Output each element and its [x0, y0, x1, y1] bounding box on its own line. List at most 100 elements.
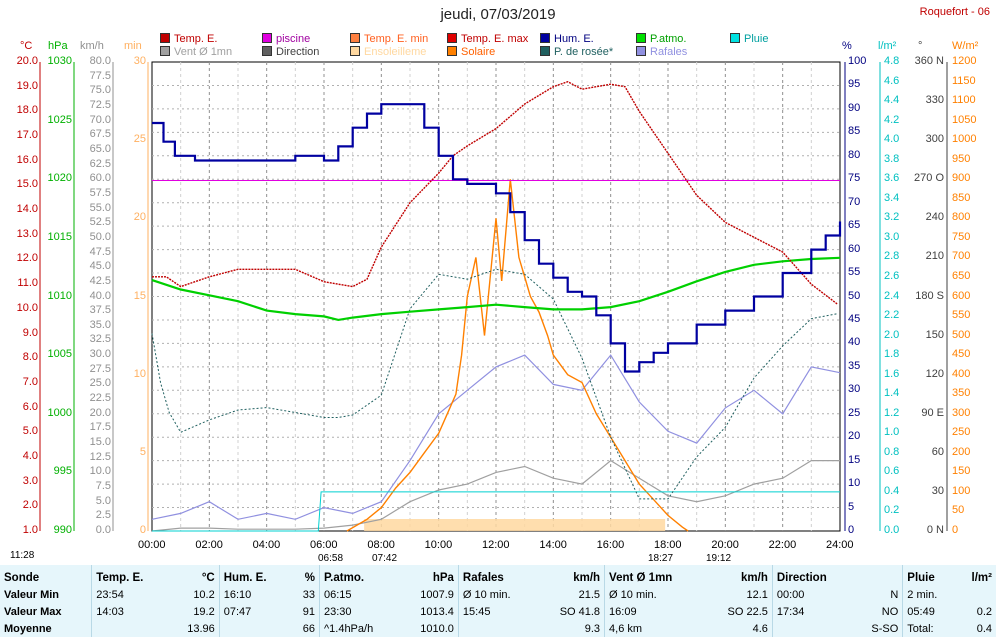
rain-tick-label: 1.4 — [884, 387, 900, 400]
solar-tick-label: 400 — [952, 367, 971, 380]
temp-tick-label: 6.0 — [22, 400, 38, 413]
temp-tick-label: 9.0 — [22, 326, 38, 339]
unit-temp: °C — [20, 40, 33, 52]
humidity-tick-label: 5 — [848, 500, 855, 513]
legend-swatch — [350, 33, 360, 43]
minutes-tick-label: 5 — [139, 445, 146, 458]
wind-tick-label: 80.0 — [89, 55, 111, 67]
solar-tick-label: 600 — [952, 289, 971, 302]
time-tick-label: 12:00 — [482, 539, 510, 551]
time-tick-label: 10:00 — [424, 539, 453, 551]
direction-tick-label: 120 — [925, 367, 944, 380]
pressure-tick-label: 995 — [53, 465, 72, 478]
humidity-tick-label: 100 — [848, 55, 867, 67]
solar-tick-label: 1150 — [952, 74, 976, 87]
summary-table: Sonde Temp. E. °C Hum. E. % P.atmo. hPa … — [0, 565, 996, 637]
legend-item: piscine — [262, 33, 310, 45]
legend-label: P.atmo. — [650, 33, 687, 45]
series-solaire — [346, 179, 689, 532]
legend-label: Temp. E. — [174, 33, 218, 45]
legend-swatch — [540, 33, 550, 43]
rain-tick-label: 0.4 — [884, 484, 900, 497]
wind-tick-label: 50.0 — [89, 230, 111, 243]
summary-cell: SO 41.8 — [559, 605, 601, 618]
humidity-tick-label: 10 — [848, 477, 861, 490]
temp-tick-label: 8.0 — [22, 351, 38, 364]
summary-header: Hum. E. — [218, 565, 291, 586]
summary-cell: S-SO — [871, 622, 899, 635]
temp-tick-label: 10.0 — [16, 301, 38, 314]
wind-tick-label: 7.5 — [95, 480, 111, 493]
rain-tick-label: 2.6 — [884, 269, 900, 282]
humidity-tick-label: 30 — [848, 383, 861, 396]
legend-label: Solaire — [461, 46, 496, 58]
direction-tick-label: 270 O — [914, 172, 944, 185]
wind-tick-label: 25.0 — [89, 377, 111, 390]
temp-tick-label: 15.0 — [16, 178, 38, 191]
pressure-tick-label: 1010 — [47, 289, 72, 302]
wind-tick-label: 65.0 — [89, 142, 111, 155]
series-hum-e — [152, 103, 842, 373]
unit-hum: % — [842, 40, 852, 52]
temp-tick-label: 5.0 — [22, 425, 38, 438]
summary-cell: SO 22.5 — [727, 605, 768, 618]
legend-item: Temp. E. min — [350, 33, 428, 45]
sunshine-band — [364, 519, 666, 531]
solar-tick-label: 700 — [952, 250, 971, 263]
humidity-tick-label: 60 — [848, 242, 861, 255]
wind-tick-label: 0.0 — [95, 524, 111, 536]
minutes-tick-label: 25 — [133, 133, 146, 146]
unit-wind: km/h — [80, 40, 104, 52]
series-rafales — [151, 354, 841, 520]
summary-cell: 05:49 — [902, 603, 957, 620]
solar-tick-label: 750 — [952, 230, 971, 243]
summary-cell: 2 min. — [902, 586, 957, 603]
temp-tick-label: 16.0 — [16, 153, 38, 166]
solar-tick-label: 1050 — [952, 113, 977, 126]
legend-label: Temp. E. max — [461, 33, 529, 45]
summary-cell: Valeur Max — [4, 605, 62, 618]
wind-tick-label: 32.5 — [89, 333, 111, 346]
rain-tick-label: 3.2 — [884, 211, 900, 224]
summary-header — [854, 565, 903, 586]
rain-tick-label: 0.2 — [884, 504, 900, 517]
solar-tick-label: 0 — [952, 524, 959, 536]
summary-header: °C — [201, 571, 215, 584]
rain-tick-label: 3.8 — [884, 152, 900, 165]
solar-tick-label: 550 — [952, 309, 971, 322]
time-tick-label: 08:00 — [367, 539, 395, 551]
summary-cell: Valeur Min — [4, 588, 60, 601]
direction-tick-label: 330 — [925, 94, 944, 107]
rain-tick-label: 0.6 — [884, 465, 900, 478]
rain-tick-label: 1.0 — [884, 426, 900, 439]
solar-tick-label: 200 — [952, 445, 971, 458]
summary-cell: 16:09 — [604, 603, 705, 620]
summary-cell: 91 — [302, 605, 315, 618]
pressure-tick-label: 990 — [53, 524, 72, 536]
sun-time-3: 18:27 — [648, 553, 674, 564]
summary-cell: 13.96 — [187, 622, 215, 635]
unit-rain: l/m² — [878, 40, 897, 52]
legend-swatch — [262, 33, 272, 43]
summary-cell: Moyenne — [4, 622, 52, 635]
minutes-tick-label: 10 — [133, 367, 146, 380]
wind-tick-label: 67.5 — [89, 128, 111, 141]
legend-item: Direction — [262, 46, 319, 58]
time-tick-label: 06:00 — [310, 539, 338, 551]
wind-tick-label: 72.5 — [89, 98, 111, 111]
wind-tick-label: 27.5 — [89, 362, 111, 375]
legend-item: Solaire — [447, 46, 495, 58]
minutes-tick-label: 20 — [133, 211, 146, 224]
legend-label: P. de rosée* — [554, 46, 614, 58]
wind-tick-label: 70.0 — [89, 113, 111, 126]
summary-cell: 14:03 — [91, 603, 170, 620]
summary-cell: 17:34 — [771, 603, 854, 620]
solar-tick-label: 250 — [952, 426, 971, 439]
solar-tick-label: 450 — [952, 348, 971, 361]
humidity-tick-label: 55 — [848, 266, 861, 279]
summary-cell — [91, 620, 170, 637]
summary-cell: 06:15 — [318, 586, 400, 603]
humidity-tick-label: 95 — [848, 78, 861, 91]
direction-tick-label: 90 E — [921, 406, 944, 419]
legend-swatch — [447, 46, 457, 56]
